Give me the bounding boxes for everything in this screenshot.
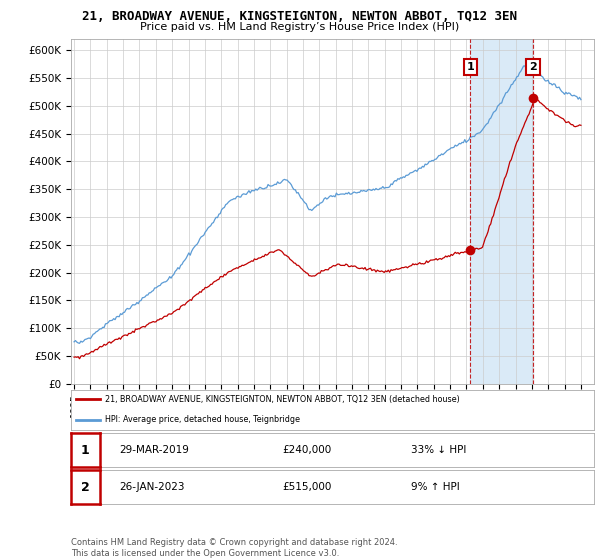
Text: 21, BROADWAY AVENUE, KINGSTEIGNTON, NEWTON ABBOT, TQ12 3EN (detached house): 21, BROADWAY AVENUE, KINGSTEIGNTON, NEWT… — [105, 395, 460, 404]
Text: 33% ↓ HPI: 33% ↓ HPI — [411, 445, 466, 455]
Text: Contains HM Land Registry data © Crown copyright and database right 2024.
This d: Contains HM Land Registry data © Crown c… — [71, 538, 397, 558]
Text: HPI: Average price, detached house, Teignbridge: HPI: Average price, detached house, Teig… — [105, 415, 300, 424]
Text: 1: 1 — [467, 62, 474, 72]
Text: 2: 2 — [81, 480, 89, 494]
Text: £515,000: £515,000 — [283, 482, 332, 492]
Bar — [470, 39, 533, 384]
Text: 2: 2 — [529, 62, 537, 72]
Text: 21, BROADWAY AVENUE, KINGSTEIGNTON, NEWTON ABBOT, TQ12 3EN: 21, BROADWAY AVENUE, KINGSTEIGNTON, NEWT… — [83, 10, 517, 23]
Text: £240,000: £240,000 — [283, 445, 332, 455]
Text: Price paid vs. HM Land Registry’s House Price Index (HPI): Price paid vs. HM Land Registry’s House … — [140, 22, 460, 32]
Text: 29-MAR-2019: 29-MAR-2019 — [119, 445, 189, 455]
Text: 1: 1 — [81, 444, 89, 457]
Text: 9% ↑ HPI: 9% ↑ HPI — [411, 482, 460, 492]
Text: 26-JAN-2023: 26-JAN-2023 — [119, 482, 185, 492]
